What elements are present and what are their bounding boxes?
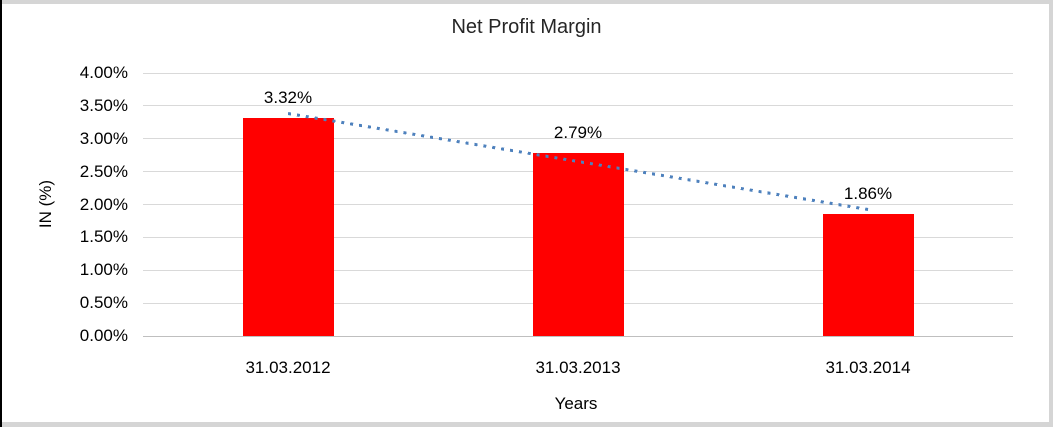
y-axis-tick-label: 0.00% (79, 326, 128, 345)
y-axis-tick-label: 1.50% (79, 227, 128, 247)
bar-data-label: 2.79% (553, 122, 603, 142)
y-axis-tick-label: 1.00% (79, 260, 128, 280)
x-category-label: 31.03.2014 (825, 358, 911, 377)
y-axis-tick-label: 3.50% (79, 95, 128, 115)
bar (242, 117, 334, 336)
gridline (143, 72, 1013, 74)
gridline (143, 335, 1013, 337)
y-axis-tick-label: 4.00% (79, 63, 128, 82)
bar (822, 213, 914, 336)
frame-border-right (1049, 0, 1053, 427)
y-axis-tick-label: 2.00% (79, 194, 128, 214)
bar-data-label: 1.86% (843, 183, 893, 203)
y-axis-tick-label: 0.50% (79, 293, 128, 313)
frame-border-top (0, 0, 1053, 4)
x-category-label: 31.03.2013 (535, 358, 621, 377)
chart-title: Net Profit Margin (451, 16, 602, 38)
frame-border-left (0, 0, 2, 427)
y-axis-tick-label: 3.00% (79, 128, 128, 148)
x-axis-title: Years (554, 394, 598, 413)
x-category-label: 31.03.2012 (245, 358, 331, 377)
bar-data-label: 3.32% (263, 87, 313, 107)
gridline (143, 138, 1013, 140)
frame-border-bottom (0, 422, 1053, 427)
y-axis-tick-label: 2.50% (79, 161, 128, 181)
gridline (143, 105, 1013, 107)
bar (532, 152, 624, 336)
